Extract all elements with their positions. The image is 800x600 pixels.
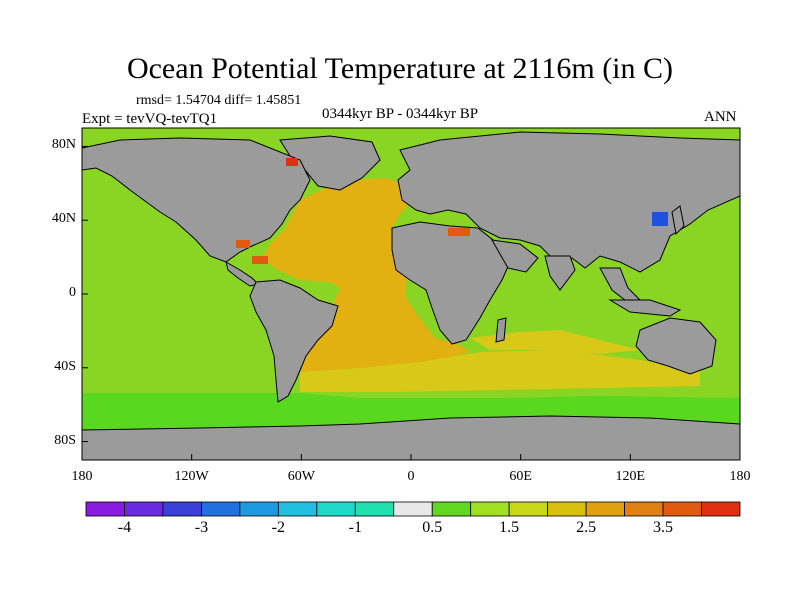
colorbar-label: -3 xyxy=(194,519,209,536)
experiment-label: Expt = tevVQ-tevTQ1 xyxy=(82,111,218,127)
atlantic-mid-region xyxy=(300,350,700,392)
lon-tick-label: 180 xyxy=(71,469,93,484)
arabia xyxy=(491,239,539,273)
colorbar-box xyxy=(316,501,356,517)
coldspot-japan xyxy=(652,212,668,226)
colorbar-box xyxy=(624,501,664,517)
colorbar-box xyxy=(662,501,702,517)
australia xyxy=(635,317,717,375)
colorbar-box xyxy=(470,501,510,517)
japan xyxy=(671,205,685,236)
central-america xyxy=(225,260,259,287)
colorbar-box xyxy=(85,501,125,517)
colorbar-label: 3.5 xyxy=(653,519,674,536)
madagascar xyxy=(495,317,507,343)
colorbar-label: 1.5 xyxy=(499,519,520,536)
period-label: 0344kyr BP - 0344kyr BP xyxy=(322,106,479,122)
lat-tick-label: 80N xyxy=(51,137,76,153)
season-label: ANN xyxy=(704,109,737,125)
south-america xyxy=(249,279,339,403)
antarctica xyxy=(82,415,740,460)
colorbar-box xyxy=(124,501,164,517)
lon-tick-label: 120W xyxy=(174,469,209,484)
lon-tick-label: 60W xyxy=(287,469,315,484)
india xyxy=(544,255,576,291)
north-america xyxy=(82,137,311,263)
lat-tick-label: 40S xyxy=(54,358,76,374)
colorbar-label: -1 xyxy=(348,519,362,536)
colorbar-label: -4 xyxy=(117,519,132,536)
colorbar-box xyxy=(585,501,625,517)
colorbar-box xyxy=(277,501,318,517)
lon-tick-label: 0 xyxy=(407,469,415,484)
lat-tick-label: 0 xyxy=(69,285,76,300)
africa xyxy=(391,221,511,345)
plot-title: Ocean Potential Temperature at 2116m (in… xyxy=(126,52,674,85)
eurasia xyxy=(397,131,740,273)
colorbar-box xyxy=(431,501,472,517)
colorbar-label: 2.5 xyxy=(576,519,597,536)
lat-tick-marks xyxy=(82,145,88,443)
colorbar-label: -2 xyxy=(271,519,285,536)
colorbar-box xyxy=(239,501,279,517)
hotspot-canada xyxy=(286,158,298,166)
hotspot-caribbean-2 xyxy=(252,256,268,264)
lon-tick-label: 120E xyxy=(615,469,646,484)
colorbar-label: 0.5 xyxy=(422,519,443,536)
indonesia xyxy=(608,299,682,317)
colorbar-box xyxy=(201,501,241,517)
lon-tick-label: 180 xyxy=(729,469,751,484)
lat-tick-label: 40N xyxy=(51,211,76,227)
atlantic-warm-region xyxy=(262,178,470,380)
colorbar-box xyxy=(547,501,587,517)
colorbar-box xyxy=(162,501,202,517)
colorbar-box xyxy=(701,501,741,517)
lon-tick-label: 60E xyxy=(509,469,532,484)
hotspot-mediterranean xyxy=(448,228,470,236)
indian-warm-region xyxy=(470,330,640,354)
colorbar-box xyxy=(393,501,433,517)
colorbar-box xyxy=(354,501,395,517)
lon-tick-marks xyxy=(81,454,741,460)
land-masses xyxy=(82,131,740,460)
stats-label: rmsd= 1.54704 diff= 1.45851 xyxy=(136,93,302,108)
lat-tick-label: 80S xyxy=(54,432,76,448)
hotspot-caribbean xyxy=(236,240,250,248)
colorbar-box xyxy=(508,501,549,517)
